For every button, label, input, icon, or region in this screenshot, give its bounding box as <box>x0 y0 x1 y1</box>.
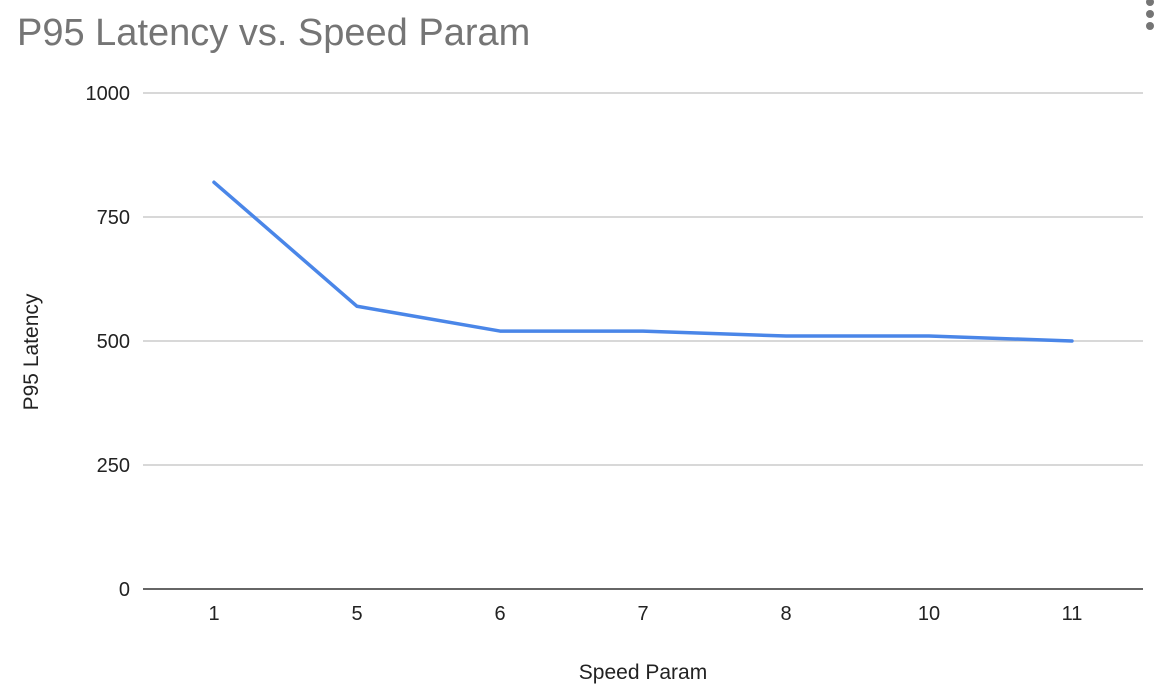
x-axis-label: Speed Param <box>579 661 707 684</box>
x-tick-label: 1 <box>208 603 219 625</box>
x-axis-ticks: 1 5 6 7 8 10 11 <box>208 603 1082 625</box>
x-tick-label: 10 <box>918 603 940 625</box>
y-axis-ticks: 0 250 500 750 1000 <box>86 83 131 601</box>
chart-title: P95 Latency vs. Speed Param <box>17 12 531 54</box>
series-line <box>212 180 1074 343</box>
y-tick-label: 250 <box>97 455 130 477</box>
y-axis-label: P95 Latency <box>20 293 43 410</box>
x-tick-label: 6 <box>494 603 505 625</box>
menu-dot <box>1146 0 1154 6</box>
gridlines <box>143 92 1143 466</box>
y-tick-label: 1000 <box>86 83 131 105</box>
y-tick-label: 500 <box>97 331 130 353</box>
x-tick-label: 5 <box>351 603 362 625</box>
menu-dot <box>1146 22 1154 30</box>
series-layer <box>212 180 1074 343</box>
x-tick-label: 8 <box>780 603 791 625</box>
x-tick-label: 7 <box>637 603 648 625</box>
more-vert-icon[interactable] <box>1144 0 1164 36</box>
x-tick-label: 11 <box>1062 603 1083 625</box>
menu-dot <box>1146 10 1154 18</box>
y-tick-label: 0 <box>119 579 130 601</box>
y-tick-label: 750 <box>97 207 130 229</box>
